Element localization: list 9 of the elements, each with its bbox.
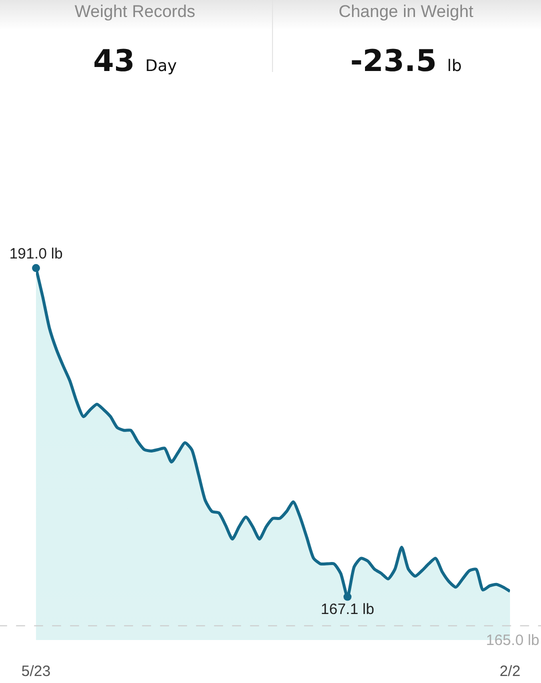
x-tick-label: 5/23: [21, 663, 51, 680]
text: 43 Day: [92, 44, 178, 79]
text: Weight Records: [74, 2, 196, 22]
ref-line-label: 165.0 lb: [486, 632, 540, 649]
text: Change in Weight: [338, 2, 474, 22]
data-label: 167.1 lb: [320, 601, 374, 618]
data-label: 191.0 lb: [9, 245, 63, 262]
x-tick-label: 2/2: [500, 663, 520, 680]
text: -23.5 lb: [349, 44, 463, 79]
